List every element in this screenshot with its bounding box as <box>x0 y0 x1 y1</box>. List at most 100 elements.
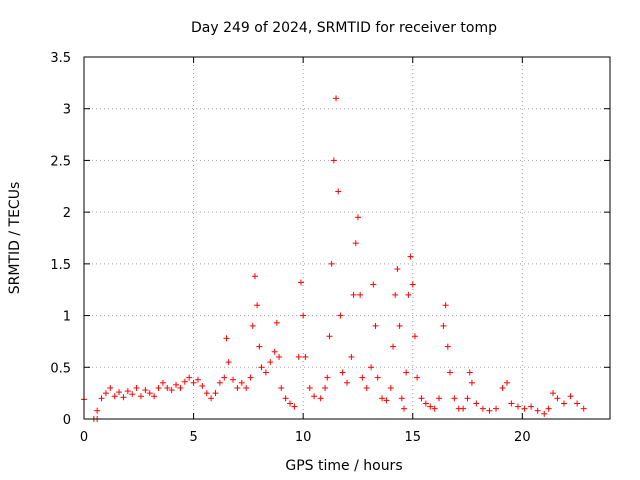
data-point <box>372 322 379 329</box>
data-point <box>177 384 184 391</box>
x-tick-label: 10 <box>295 430 312 445</box>
data-point <box>94 407 101 414</box>
x-tick-label: 0 <box>80 430 88 445</box>
data-point <box>541 410 548 417</box>
data-point <box>333 95 340 102</box>
data-point <box>398 395 405 402</box>
data-point <box>479 405 486 412</box>
data-point <box>414 374 421 381</box>
data-point <box>295 353 302 360</box>
data-point <box>418 395 425 402</box>
data-point <box>350 291 357 298</box>
data-point <box>473 400 480 407</box>
data-point <box>133 384 140 391</box>
data-point <box>324 374 331 381</box>
data-point <box>339 369 346 376</box>
data-point <box>208 395 215 402</box>
data-point <box>186 374 193 381</box>
data-point <box>300 312 307 319</box>
data-point <box>359 374 366 381</box>
data-point <box>387 384 394 391</box>
chart-title: Day 249 of 2024, SRMTID for receiver tom… <box>191 20 497 36</box>
data-point <box>142 387 149 394</box>
data-point <box>447 369 454 376</box>
data-point <box>468 379 475 386</box>
data-point <box>330 157 337 164</box>
data-point <box>258 364 265 371</box>
data-point <box>486 407 493 414</box>
data-point <box>528 403 535 410</box>
data-point <box>514 403 521 410</box>
data-point <box>98 395 105 402</box>
data-point <box>344 379 350 386</box>
data-point <box>383 397 390 404</box>
data-point <box>396 322 403 329</box>
data-point <box>405 291 412 298</box>
data-point <box>550 390 557 397</box>
data-point <box>354 214 361 221</box>
data-point <box>422 400 429 407</box>
data-point <box>363 384 370 391</box>
data-point <box>251 273 258 280</box>
data-point <box>282 395 289 402</box>
data-point <box>249 322 256 329</box>
data-point <box>273 319 280 326</box>
x-tick-label: 20 <box>514 430 531 445</box>
data-point <box>212 390 219 397</box>
data-point <box>234 384 241 391</box>
data-point <box>328 260 335 267</box>
data-point <box>337 312 344 319</box>
data-point <box>111 393 118 400</box>
x-axis-label: GPS time / hours <box>285 458 402 474</box>
data-point <box>181 378 188 385</box>
data-point <box>427 403 434 410</box>
data-point <box>352 240 359 247</box>
data-point <box>287 400 294 407</box>
data-point <box>302 353 309 360</box>
data-point <box>460 405 467 412</box>
data-point <box>230 376 237 383</box>
data-point <box>129 391 136 398</box>
data-point <box>155 384 162 391</box>
data-point <box>243 384 250 391</box>
data-point <box>194 376 201 383</box>
grid <box>84 57 610 419</box>
data-point <box>431 405 438 412</box>
data-point <box>262 369 269 376</box>
y-axis-label: SRMTID / TECUs <box>7 182 23 295</box>
data-point <box>223 335 230 342</box>
data-point <box>370 281 377 288</box>
data-point <box>306 384 313 391</box>
plot-frame <box>83 56 611 420</box>
data-point <box>137 393 144 400</box>
x-tick-label: 5 <box>189 430 197 445</box>
data-point <box>168 387 175 394</box>
data-point <box>574 400 581 407</box>
data-point <box>247 374 254 381</box>
data-point <box>297 279 304 286</box>
data-point <box>256 343 263 350</box>
data-point <box>116 389 123 396</box>
data-point <box>124 388 131 395</box>
data-point <box>493 405 500 412</box>
data-point <box>379 395 386 402</box>
y-tick-label: 2 <box>63 206 71 221</box>
data-point <box>392 291 399 298</box>
data-point <box>322 384 329 391</box>
data-point <box>151 393 158 400</box>
data-point <box>238 379 245 386</box>
data-point <box>560 400 567 407</box>
data-point <box>440 322 447 329</box>
data-point <box>311 393 318 400</box>
data-point <box>554 395 561 402</box>
y-tick-label: 0.5 <box>50 361 71 376</box>
y-tick-label: 3.5 <box>50 51 71 66</box>
data-point <box>444 343 451 350</box>
data-point <box>403 369 410 376</box>
data-point <box>407 253 414 260</box>
data-point <box>159 379 166 386</box>
data-point <box>390 343 397 350</box>
data-point <box>199 382 206 389</box>
data-point <box>164 384 171 391</box>
